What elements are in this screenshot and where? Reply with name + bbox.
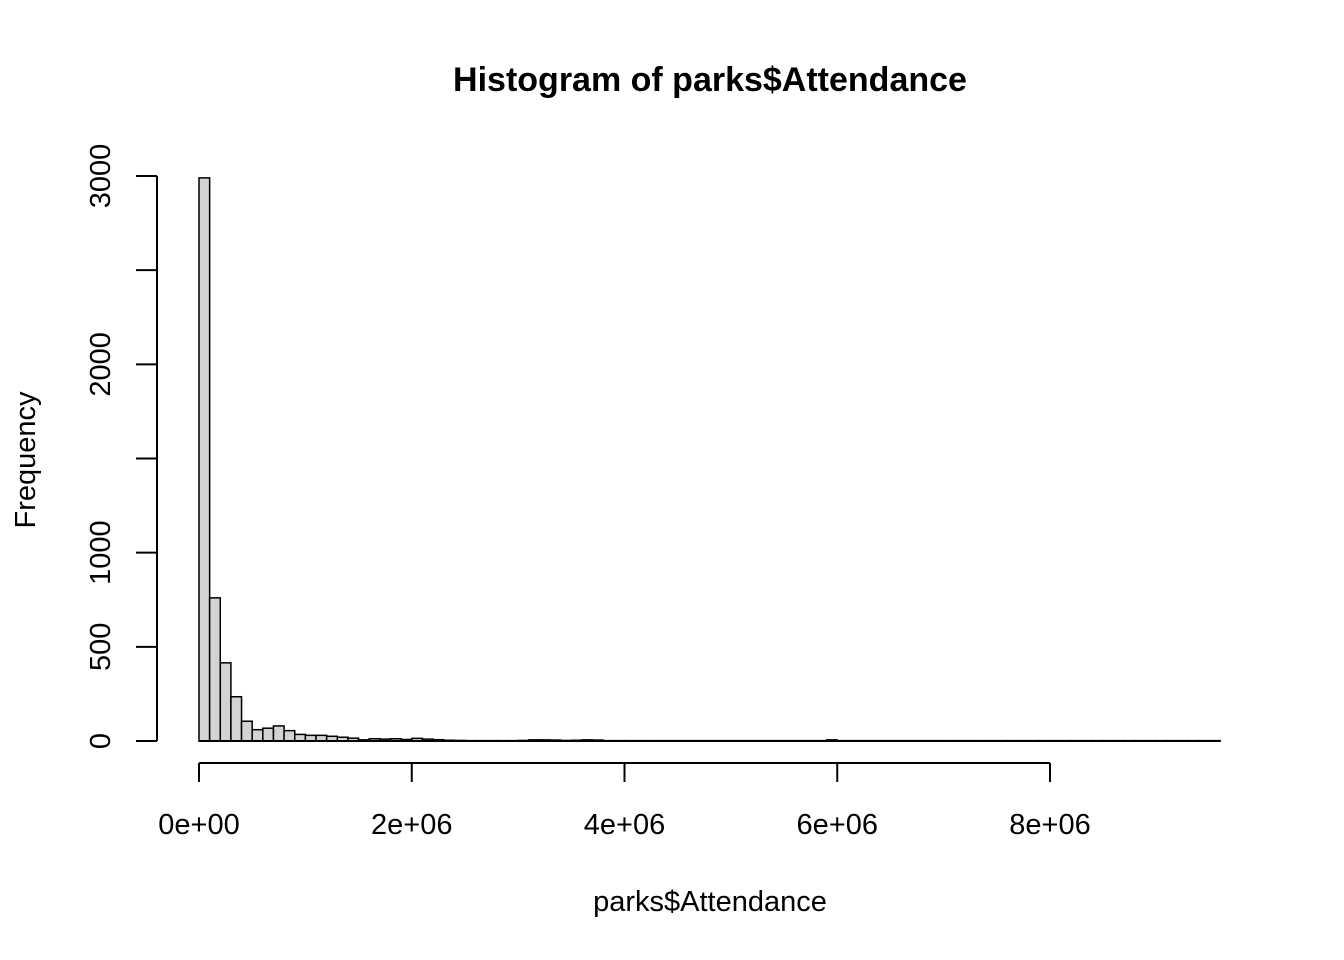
y-tick-label: 3000	[85, 144, 117, 209]
x-tick-label: 8e+06	[1009, 809, 1090, 841]
y-tick-label: 500	[85, 623, 117, 671]
y-tick-label: 0	[85, 733, 117, 749]
y-axis-label: Frequency	[10, 391, 42, 529]
y-axis: 0 500 1000 2000 3000	[85, 144, 158, 749]
histogram-bar	[198, 177, 211, 742]
histogram-bar	[208, 597, 222, 742]
y-tick-label: 2000	[85, 332, 117, 397]
y-tick-label: 1000	[85, 520, 117, 585]
chart-title: Histogram of parks$Attendance	[453, 61, 967, 99]
x-tick-label: 6e+06	[797, 809, 878, 841]
histogram-bar	[240, 720, 253, 742]
histogram-bar	[230, 695, 243, 742]
histogram-bar	[219, 662, 232, 742]
histogram-bar	[272, 725, 285, 742]
x-tick-label: 4e+06	[584, 809, 665, 841]
x-tick-label: 2e+06	[371, 809, 452, 841]
histogram-bar	[262, 727, 275, 742]
histogram-bar	[283, 729, 296, 742]
histogram-bar	[251, 728, 264, 742]
x-tick-label: 0e+00	[158, 809, 239, 841]
x-axis-label: parks$Attendance	[593, 886, 827, 918]
histogram-bars	[198, 177, 1221, 742]
x-axis: 0e+00 2e+06 4e+06 6e+06 8e+06	[158, 740, 1221, 841]
